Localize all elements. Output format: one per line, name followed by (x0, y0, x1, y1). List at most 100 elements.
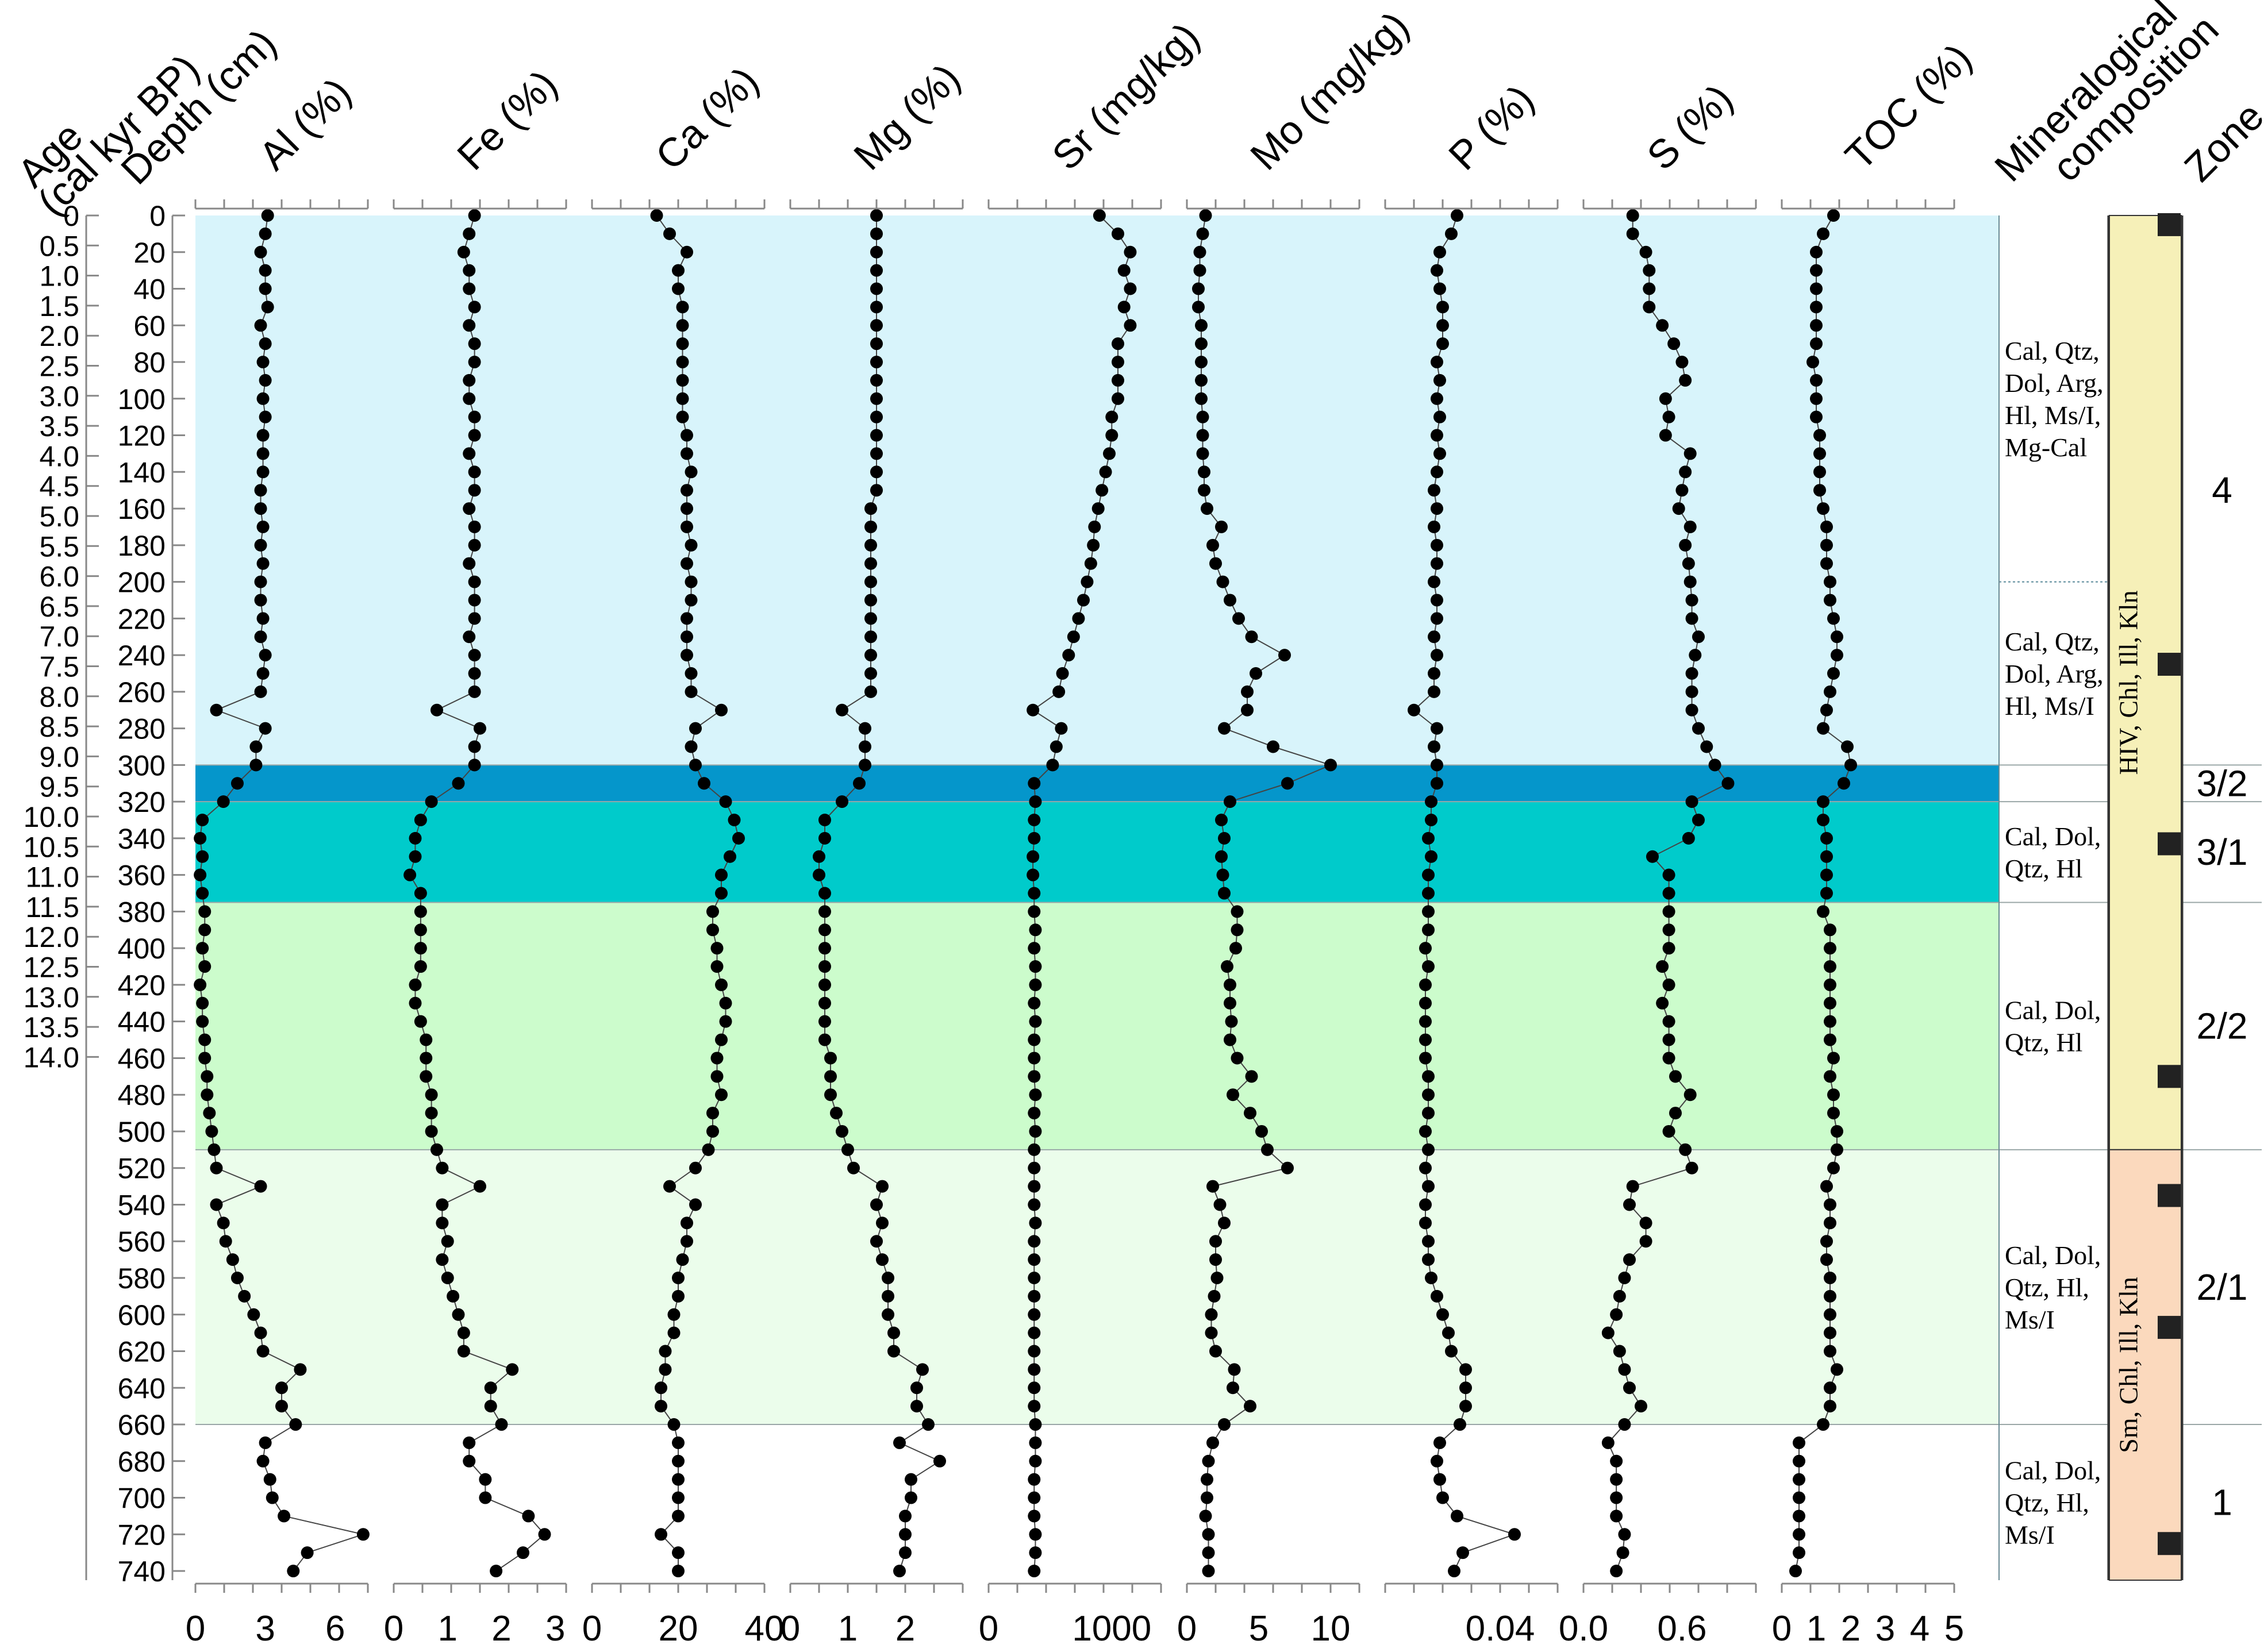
data-point-s-480 (1683, 1088, 1697, 1102)
data-point-ca-220 (681, 612, 693, 625)
tick-label-ca-2: 40 (745, 1609, 785, 1649)
data-point-mo-mg-kg-700 (1201, 1491, 1213, 1504)
data-point-fe-10 (463, 227, 476, 240)
data-point-s-630 (1618, 1363, 1631, 1376)
data-point-al-720 (356, 1528, 370, 1541)
data-point-sr-mg-kg-310 (1028, 777, 1041, 790)
depth-tick-label-18: 360 (118, 860, 166, 892)
data-point-ca-380 (706, 905, 719, 918)
data-point-ca-710 (672, 1509, 685, 1523)
data-point-fe-360 (403, 868, 417, 881)
data-point-toc-170 (1820, 520, 1833, 533)
data-point-toc-670 (1793, 1436, 1805, 1449)
data-point-ca-110 (676, 410, 689, 423)
data-point-mo-mg-kg-710 (1199, 1509, 1212, 1523)
data-point-mo-mg-kg-410 (1221, 960, 1233, 973)
data-point-toc-580 (1824, 1271, 1836, 1284)
data-point-al-690 (263, 1473, 276, 1486)
data-point-sr-mg-kg-100 (1112, 392, 1124, 405)
data-point-mg-740 (893, 1565, 906, 1578)
data-point-mo-mg-kg-400 (1229, 942, 1242, 955)
data-point-p-540 (1419, 1198, 1432, 1211)
clay-sample-marker-1 (2158, 653, 2181, 676)
data-point-al-530 (254, 1180, 267, 1193)
column-titles: Al (%) Fe (%) Ca (%) Mg (%) Sr (mg/kg) Mo (mg… (9, 0, 2264, 225)
data-point-mg-610 (887, 1326, 900, 1339)
clay-unit-label-1: Sm, Chl, Ill, Kln (2114, 1277, 2143, 1453)
data-point-ca-270 (715, 703, 728, 717)
data-point-al-550 (217, 1216, 230, 1230)
data-point-s-450 (1662, 1033, 1675, 1046)
zone-label-3-1: 3/1 (2197, 831, 2248, 873)
data-point-mg-50 (870, 301, 883, 314)
data-point-mo-mg-kg-120 (1196, 429, 1209, 442)
depth-tick-label-35: 700 (118, 1482, 166, 1515)
zone-band-1 (195, 765, 1999, 802)
age-tick-label-5: 2.5 (39, 351, 79, 383)
data-point-al-60 (254, 319, 267, 332)
age-tick-label-26: 13.0 (24, 981, 79, 1014)
zone-label-2-2: 2/2 (2197, 1006, 2248, 1047)
data-point-s-90 (1679, 373, 1692, 387)
data-point-al-350 (196, 850, 209, 863)
data-point-mo-mg-kg-380 (1231, 905, 1244, 918)
data-point-sr-mg-kg-320 (1029, 795, 1042, 808)
data-point-sr-mg-kg-120 (1105, 429, 1118, 442)
data-point-p-240 (1431, 649, 1443, 662)
data-point-mg-550 (876, 1216, 889, 1230)
data-point-toc-10 (1817, 227, 1829, 240)
data-point-s-690 (1610, 1473, 1623, 1486)
data-point-s-320 (1685, 795, 1698, 808)
data-point-s-660 (1618, 1418, 1631, 1431)
data-point-s-700 (1610, 1491, 1623, 1504)
data-point-sr-mg-kg-150 (1096, 484, 1109, 497)
data-point-mg-540 (870, 1198, 883, 1211)
data-point-p-190 (1431, 557, 1443, 570)
data-point-p-260 (1428, 685, 1440, 698)
data-point-p-270 (1408, 703, 1420, 717)
data-point-fe-540 (436, 1198, 449, 1211)
data-point-ca-140 (685, 465, 698, 479)
data-point-sr-mg-kg-480 (1029, 1088, 1042, 1102)
data-point-fe-190 (463, 557, 476, 570)
data-point-ca-550 (681, 1216, 693, 1230)
data-point-ca-510 (702, 1143, 715, 1156)
data-point-al-480 (201, 1088, 214, 1102)
data-point-al-590 (238, 1289, 251, 1303)
depth-tick-label-25: 500 (118, 1116, 166, 1148)
data-point-mg-330 (818, 814, 831, 827)
data-point-toc-300 (1844, 758, 1857, 772)
data-point-fe-200 (468, 575, 481, 588)
data-point-al-160 (254, 502, 267, 515)
data-point-toc-360 (1820, 868, 1833, 881)
depth-tick-label-26: 520 (118, 1153, 166, 1185)
data-point-toc-0 (1827, 209, 1840, 222)
data-point-toc-620 (1824, 1345, 1836, 1358)
data-point-al-400 (196, 942, 209, 955)
data-point-mo-mg-kg-10 (1196, 227, 1209, 240)
data-point-s-430 (1656, 996, 1669, 1010)
zone-label-2-1: 2/1 (2197, 1266, 2248, 1308)
age-tick-label-0: 0 (63, 200, 79, 232)
data-point-toc-510 (1831, 1143, 1843, 1156)
data-point-mo-mg-kg-250 (1250, 667, 1262, 680)
clay-unit-1 (2109, 1149, 2182, 1581)
data-point-al-570 (226, 1253, 239, 1266)
data-point-al-310 (230, 777, 244, 790)
age-tick-label-7: 3.5 (39, 410, 79, 442)
data-point-p-340 (1422, 831, 1435, 845)
data-point-fe-330 (414, 814, 427, 827)
data-point-al-270 (210, 703, 223, 717)
age-tick-label-4: 2.0 (39, 320, 79, 352)
data-point-mo-mg-kg-100 (1195, 392, 1208, 405)
data-point-sr-mg-kg-130 (1103, 447, 1116, 460)
data-point-ca-570 (676, 1253, 689, 1266)
data-point-toc-150 (1813, 484, 1826, 497)
data-point-ca-480 (715, 1088, 728, 1102)
data-point-ca-580 (672, 1271, 685, 1284)
column-title-fe: Fe (%) (448, 61, 566, 179)
data-point-s-50 (1643, 301, 1656, 314)
data-point-al-670 (259, 1436, 272, 1449)
data-point-toc-200 (1824, 575, 1836, 588)
